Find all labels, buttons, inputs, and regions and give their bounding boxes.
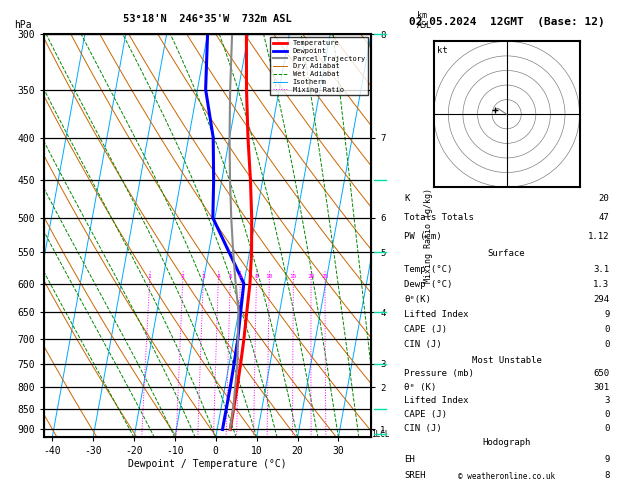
Text: 0: 0 xyxy=(604,424,610,433)
Y-axis label: Mixing Ratio (g/kg): Mixing Ratio (g/kg) xyxy=(425,188,433,283)
Text: 1: 1 xyxy=(148,275,152,279)
Text: Hodograph: Hodograph xyxy=(482,438,531,448)
Text: 0: 0 xyxy=(604,325,610,334)
Text: 0: 0 xyxy=(604,340,610,349)
Text: 47: 47 xyxy=(599,213,610,222)
Legend: Temperature, Dewpoint, Parcel Trajectory, Dry Adiabat, Wet Adiabat, Isotherm, Mi: Temperature, Dewpoint, Parcel Trajectory… xyxy=(270,37,367,95)
Text: Surface: Surface xyxy=(488,249,525,259)
Text: © weatheronline.co.uk: © weatheronline.co.uk xyxy=(458,472,555,481)
Text: Pressure (mb): Pressure (mb) xyxy=(404,369,474,378)
Text: Temp (°C): Temp (°C) xyxy=(404,264,452,274)
Text: CAPE (J): CAPE (J) xyxy=(404,325,447,334)
Text: 3: 3 xyxy=(201,275,205,279)
Text: Most Unstable: Most Unstable xyxy=(472,356,542,364)
Text: 3.1: 3.1 xyxy=(593,264,610,274)
Text: 2: 2 xyxy=(181,275,184,279)
Text: kt: kt xyxy=(437,46,447,55)
Text: EH: EH xyxy=(404,454,415,464)
Text: 20: 20 xyxy=(599,194,610,203)
Text: Lifted Index: Lifted Index xyxy=(404,310,469,319)
Text: hPa: hPa xyxy=(14,20,32,30)
Text: CIN (J): CIN (J) xyxy=(404,424,442,433)
Text: 0: 0 xyxy=(604,410,610,419)
Text: 650: 650 xyxy=(593,369,610,378)
Text: 1.12: 1.12 xyxy=(588,232,610,241)
Text: 8: 8 xyxy=(604,470,610,480)
Text: 8: 8 xyxy=(255,275,259,279)
Text: 25: 25 xyxy=(321,275,329,279)
Text: 3: 3 xyxy=(604,397,610,405)
Text: 53°18'N  246°35'W  732m ASL: 53°18'N 246°35'W 732m ASL xyxy=(123,14,292,24)
Text: 301: 301 xyxy=(593,383,610,392)
Text: 294: 294 xyxy=(593,295,610,304)
Text: CAPE (J): CAPE (J) xyxy=(404,410,447,419)
Text: 5: 5 xyxy=(228,275,232,279)
Text: 15: 15 xyxy=(289,275,297,279)
Text: SREH: SREH xyxy=(404,470,425,480)
Text: 02.05.2024  12GMT  (Base: 12): 02.05.2024 12GMT (Base: 12) xyxy=(409,17,604,27)
Text: θᵉ(K): θᵉ(K) xyxy=(404,295,431,304)
Text: 1LCL: 1LCL xyxy=(371,430,389,439)
Text: θᵉ (K): θᵉ (K) xyxy=(404,383,436,392)
Text: 20: 20 xyxy=(308,275,314,279)
Text: 4: 4 xyxy=(216,275,220,279)
Text: CIN (J): CIN (J) xyxy=(404,340,442,349)
Text: K: K xyxy=(404,194,409,203)
X-axis label: Dewpoint / Temperature (°C): Dewpoint / Temperature (°C) xyxy=(128,459,287,469)
Text: Totals Totals: Totals Totals xyxy=(404,213,474,222)
Text: 10: 10 xyxy=(265,275,273,279)
Text: 1.3: 1.3 xyxy=(593,280,610,289)
Text: 6: 6 xyxy=(238,275,242,279)
Text: Lifted Index: Lifted Index xyxy=(404,397,469,405)
Text: 9: 9 xyxy=(604,310,610,319)
Text: Dewp (°C): Dewp (°C) xyxy=(404,280,452,289)
Text: 9: 9 xyxy=(604,454,610,464)
Text: km
ASL: km ASL xyxy=(417,11,432,30)
Text: PW (cm): PW (cm) xyxy=(404,232,442,241)
